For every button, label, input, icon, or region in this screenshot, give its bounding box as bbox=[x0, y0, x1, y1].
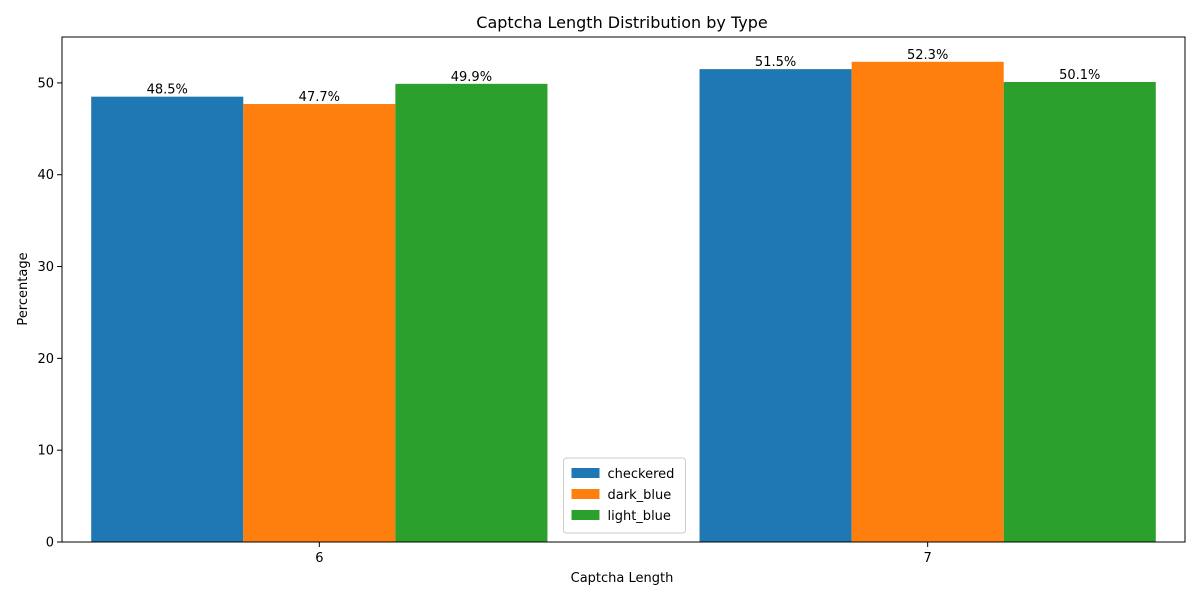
data-labels-layer: 48.5% 51.5% 47.7% 52.3% 49.9% 50.1% bbox=[147, 48, 1101, 105]
y-tick-label: 0 bbox=[46, 536, 54, 551]
bars-layer bbox=[91, 61, 1156, 543]
bar-checkered-6 bbox=[91, 96, 244, 542]
chart-title: Captcha Length Distribution by Type bbox=[476, 13, 767, 32]
bar-light_blue-6 bbox=[395, 83, 548, 542]
legend-swatch-dark_blue bbox=[571, 489, 600, 499]
x-tick-label: 6 bbox=[315, 551, 323, 566]
legend: checkered dark_blue light_blue bbox=[563, 457, 686, 534]
y-tick-label: 20 bbox=[37, 352, 54, 367]
y-tick-label: 30 bbox=[37, 260, 54, 275]
data-label-light_blue-6: 49.9% bbox=[451, 70, 492, 85]
legend-label-checkered: checkered bbox=[608, 467, 675, 482]
y-tick-label: 40 bbox=[37, 168, 54, 183]
data-label-checkered-6: 48.5% bbox=[147, 83, 188, 98]
x-axis-label: Captcha Length bbox=[571, 571, 674, 586]
legend-label-dark_blue: dark_blue bbox=[608, 488, 672, 503]
bar-dark_blue-6 bbox=[243, 104, 396, 542]
y-tick-label: 50 bbox=[37, 76, 54, 91]
bar-light_blue-7 bbox=[1003, 81, 1156, 542]
legend-label-light_blue: light_blue bbox=[608, 509, 671, 524]
data-label-light_blue-7: 50.1% bbox=[1059, 68, 1100, 83]
data-label-dark_blue-7: 52.3% bbox=[907, 48, 948, 63]
x-tick-label: 7 bbox=[924, 551, 932, 566]
y-tick-label: 10 bbox=[37, 444, 54, 459]
y-axis-ticks: 0 10 20 30 40 50 bbox=[37, 76, 62, 551]
data-label-dark_blue-6: 47.7% bbox=[299, 90, 340, 105]
plot-frame bbox=[61, 36, 1186, 543]
legend-swatch-checkered bbox=[571, 468, 600, 478]
legend-swatch-light_blue bbox=[571, 510, 600, 520]
bar-dark_blue-7 bbox=[851, 61, 1004, 543]
data-label-checkered-7: 51.5% bbox=[755, 55, 796, 70]
y-axis-label: Percentage bbox=[16, 252, 31, 325]
bar-checkered-7 bbox=[699, 69, 852, 543]
